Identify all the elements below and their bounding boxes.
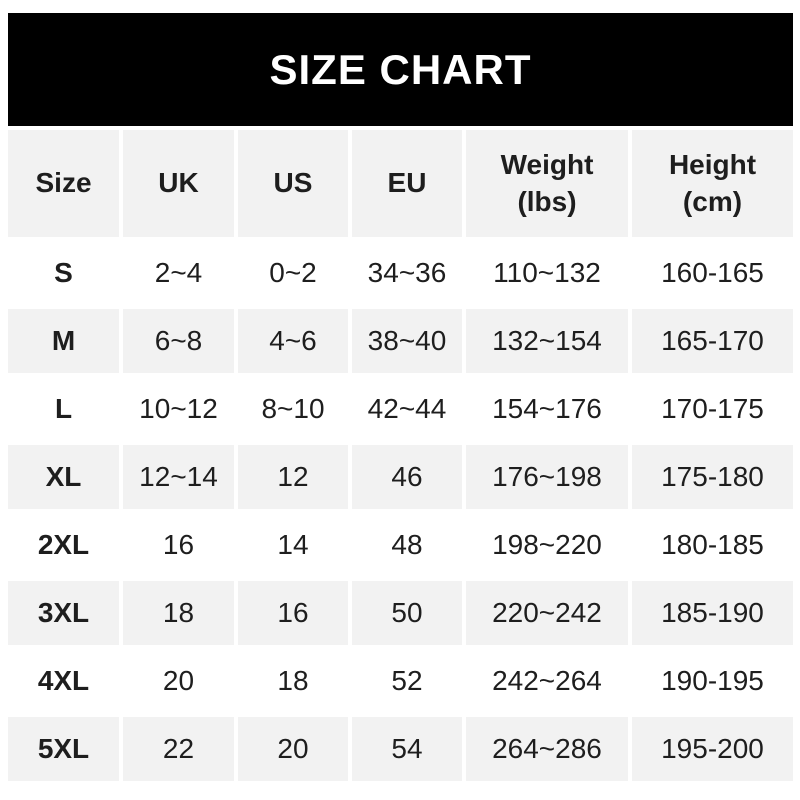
- uk-cell: 20: [123, 649, 234, 713]
- weight-cell: 198~220: [466, 513, 628, 577]
- height-cell: 185-190: [632, 581, 793, 645]
- height-cell: 190-195: [632, 649, 793, 713]
- weight-cell: 264~286: [466, 717, 628, 781]
- header-cell-height: Height (cm): [632, 130, 793, 237]
- eu-cell: 34~36: [352, 241, 462, 305]
- title-banner: SIZE CHART: [8, 13, 793, 126]
- size-label-cell: 3XL: [8, 581, 119, 645]
- us-cell: 20: [238, 717, 348, 781]
- us-cell: 4~6: [238, 309, 348, 373]
- uk-cell: 12~14: [123, 445, 234, 509]
- eu-cell: 46: [352, 445, 462, 509]
- us-cell: 14: [238, 513, 348, 577]
- eu-cell: 54: [352, 717, 462, 781]
- weight-cell: 220~242: [466, 581, 628, 645]
- height-cell: 165-170: [632, 309, 793, 373]
- us-cell: 16: [238, 581, 348, 645]
- size-chart-table: Size UK US EU Weight (lbs) Height (cm) S…: [8, 130, 793, 781]
- uk-cell: 2~4: [123, 241, 234, 305]
- height-cell: 180-185: [632, 513, 793, 577]
- us-cell: 8~10: [238, 377, 348, 441]
- weight-cell: 154~176: [466, 377, 628, 441]
- eu-cell: 38~40: [352, 309, 462, 373]
- uk-cell: 16: [123, 513, 234, 577]
- header-cell-us: US: [238, 130, 348, 237]
- us-cell: 0~2: [238, 241, 348, 305]
- size-label-cell: M: [8, 309, 119, 373]
- header-cell-eu: EU: [352, 130, 462, 237]
- height-cell: 175-180: [632, 445, 793, 509]
- size-label-cell: 4XL: [8, 649, 119, 713]
- eu-cell: 52: [352, 649, 462, 713]
- size-label-cell: 5XL: [8, 717, 119, 781]
- uk-cell: 10~12: [123, 377, 234, 441]
- header-cell-size: Size: [8, 130, 119, 237]
- size-label-cell: XL: [8, 445, 119, 509]
- height-cell: 195-200: [632, 717, 793, 781]
- weight-cell: 242~264: [466, 649, 628, 713]
- height-cell: 170-175: [632, 377, 793, 441]
- us-cell: 12: [238, 445, 348, 509]
- uk-cell: 6~8: [123, 309, 234, 373]
- eu-cell: 50: [352, 581, 462, 645]
- weight-cell: 176~198: [466, 445, 628, 509]
- uk-cell: 18: [123, 581, 234, 645]
- header-cell-weight: Weight (lbs): [466, 130, 628, 237]
- us-cell: 18: [238, 649, 348, 713]
- size-label-cell: 2XL: [8, 513, 119, 577]
- uk-cell: 22: [123, 717, 234, 781]
- size-label-cell: L: [8, 377, 119, 441]
- weight-cell: 132~154: [466, 309, 628, 373]
- height-cell: 160-165: [632, 241, 793, 305]
- weight-cell: 110~132: [466, 241, 628, 305]
- size-label-cell: S: [8, 241, 119, 305]
- header-cell-uk: UK: [123, 130, 234, 237]
- eu-cell: 48: [352, 513, 462, 577]
- eu-cell: 42~44: [352, 377, 462, 441]
- page-title: SIZE CHART: [269, 45, 532, 93]
